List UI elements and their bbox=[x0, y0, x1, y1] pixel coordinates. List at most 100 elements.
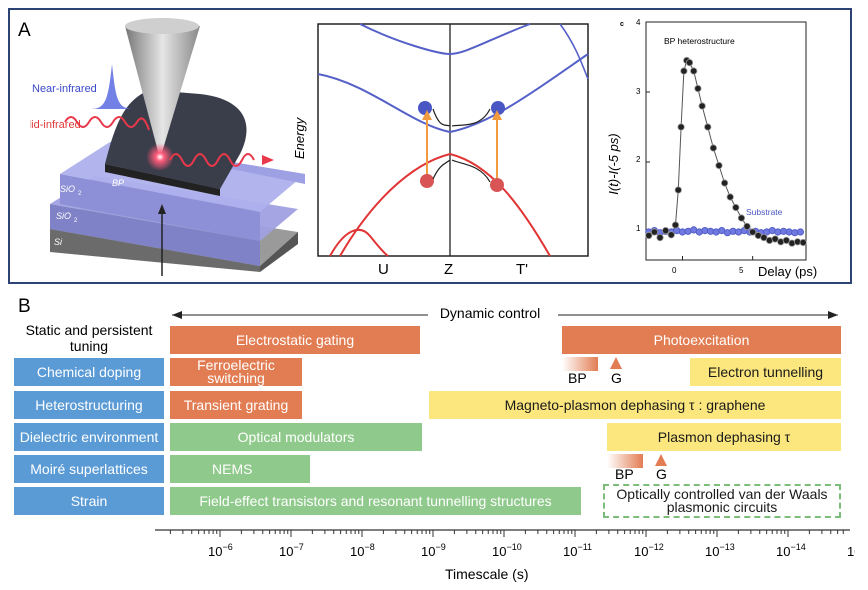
bp-g-markers bbox=[562, 357, 622, 371]
bp-point bbox=[704, 123, 712, 131]
near-ir-label: Near-infrared bbox=[32, 83, 97, 95]
trace-xtick-0: 0 bbox=[672, 266, 677, 275]
band-diagram: Energy U Z T' bbox=[292, 23, 589, 276]
panel-b-label: B bbox=[18, 296, 31, 317]
bp-point bbox=[645, 231, 653, 240]
timescale-tick-label: 10−12 bbox=[634, 542, 664, 559]
timescale-tick-label: 10−6 bbox=[208, 542, 233, 559]
row-heterostructuring: Heterostructuring bbox=[14, 391, 164, 419]
bp-point bbox=[690, 67, 698, 75]
sio2-top-label: SiO bbox=[60, 184, 75, 194]
bp-point bbox=[674, 186, 682, 194]
hole-right-icon bbox=[490, 178, 504, 192]
trace-xtick-5: 5 bbox=[739, 266, 744, 275]
bp-point bbox=[771, 235, 779, 243]
electron-left-icon bbox=[418, 101, 432, 115]
bar-electron-tunnelling: Electron tunnelling bbox=[690, 358, 841, 386]
bp-point bbox=[698, 102, 706, 110]
bar-plasmon-dephasing: Plasmon dephasing τ bbox=[607, 423, 841, 451]
marker-g-bottom: G bbox=[656, 466, 667, 482]
bp-point bbox=[694, 84, 702, 93]
bp-point bbox=[656, 234, 664, 242]
mid-ir-label: Mid-infrared bbox=[30, 119, 81, 131]
trace-ytick-1: 1 bbox=[636, 224, 641, 233]
bp-point bbox=[709, 144, 717, 152]
row-dielectric-environment: Dielectric environment bbox=[14, 423, 164, 451]
bp-point bbox=[782, 236, 790, 244]
trace-xlabel: Delay (ps) bbox=[758, 264, 817, 279]
device-illustration: Near-infrared Mid-infrared BP SiO 2 SiO … bbox=[30, 18, 305, 276]
bp-point bbox=[685, 58, 694, 67]
bp-point bbox=[749, 228, 757, 236]
sio2-bottom-label: SiO bbox=[56, 211, 71, 221]
marker-bp-top: BP bbox=[568, 370, 587, 386]
timescale-tick-label: 10−7 bbox=[279, 542, 304, 559]
row-moire-superlattices: Moiré superlattices bbox=[14, 455, 164, 483]
bp-g-markers-lower bbox=[607, 454, 667, 468]
trace-ytick-2: 2 bbox=[636, 155, 641, 164]
bp-point bbox=[680, 67, 688, 75]
electron-right-icon bbox=[491, 101, 505, 115]
bar-magneto-plasmon: Magneto-plasmon dephasing τ : graphene bbox=[429, 391, 841, 419]
panel-a-frame bbox=[8, 8, 852, 284]
dynamic-control-arrow bbox=[172, 305, 838, 323]
trace-ytick-3: 3 bbox=[636, 87, 641, 96]
bp-point bbox=[715, 161, 723, 170]
timescale-tick-label: 10−14 bbox=[776, 542, 806, 559]
timescale-axis: 10−6 10−7 10−8 10−9 10−10 10−11 10−12 10−13 10−1… bbox=[155, 529, 855, 559]
panel-a-label: A bbox=[18, 20, 31, 41]
bp-point bbox=[737, 214, 746, 222]
band-ylabel: Energy bbox=[292, 116, 307, 159]
static-tuning-header: Static and persistent tuning bbox=[25, 322, 153, 354]
mid-ir-wave-icon bbox=[64, 116, 150, 131]
substrate-point bbox=[796, 228, 804, 236]
bar-optical-circuits: Optically controlled van der Waals plasm… bbox=[603, 484, 841, 518]
trace-ytick-4: 4 bbox=[636, 18, 641, 27]
trace-series-bp-label: BP heterostructure bbox=[664, 36, 735, 46]
hole-left-icon bbox=[420, 174, 434, 188]
trace-panel-tag: c bbox=[620, 21, 624, 28]
k-label-u: U bbox=[378, 261, 389, 276]
bar-nems: NEMS bbox=[170, 455, 310, 483]
bp-point bbox=[667, 231, 675, 239]
timescale-tick-label: 10−15 bbox=[847, 542, 855, 559]
bp-point bbox=[743, 222, 751, 230]
bp-point bbox=[760, 234, 768, 242]
timescale-tick-label: 10−11 bbox=[563, 542, 592, 559]
bp-point bbox=[799, 238, 807, 247]
marker-g-top: G bbox=[611, 370, 622, 386]
k-label-z: Z bbox=[444, 261, 453, 276]
timescale-tick-label: 10−8 bbox=[350, 542, 375, 559]
marker-bp-bottom: BP bbox=[615, 466, 634, 482]
sio2-bottom-sub: 2 bbox=[74, 218, 78, 224]
bp-point bbox=[650, 228, 659, 236]
trace-ylabel: I(t)-I(-5 ps) bbox=[606, 133, 621, 194]
bp-point bbox=[732, 203, 740, 212]
bar-electrostatic-gating: Electrostatic gating bbox=[170, 326, 420, 354]
sio2-top-sub: 2 bbox=[78, 191, 82, 197]
bp-point bbox=[677, 123, 685, 131]
bar-fet: Field-effect transistors and resonant tu… bbox=[170, 487, 581, 515]
row-chemical-doping: Chemical doping bbox=[14, 358, 164, 386]
bar-transient-grating: Transient grating bbox=[170, 391, 302, 419]
bar-photoexcitation: Photoexcitation bbox=[562, 326, 841, 354]
k-label-t: T' bbox=[516, 261, 528, 276]
bar-optical-modulators: Optical modulators bbox=[170, 423, 422, 451]
bar-ferroelectric-switching: Ferroelectric switching bbox=[170, 358, 302, 386]
timescale-tick-label: 10−13 bbox=[705, 542, 735, 559]
si-layer-label: Si bbox=[54, 237, 63, 247]
near-ir-pulse-icon bbox=[90, 64, 135, 109]
bp-point bbox=[720, 179, 729, 187]
timescale-tick-label: 10−9 bbox=[421, 542, 446, 559]
bp-point bbox=[662, 227, 670, 235]
trace-frame bbox=[645, 21, 807, 261]
timescale-label: Timescale (s) bbox=[445, 566, 529, 582]
bp-layer-label: BP bbox=[112, 178, 124, 188]
bp-point bbox=[671, 221, 680, 229]
bp-point bbox=[726, 193, 734, 201]
tip-cone-icon bbox=[125, 26, 200, 159]
timescale-tick-label: 10−10 bbox=[492, 542, 522, 559]
trace-series-substrate-label: Substrate bbox=[746, 207, 783, 217]
pump-probe-chart: c BP heterostructure Substrate I(t)-I(-5… bbox=[606, 18, 817, 279]
dynamic-control-label: Dynamic control bbox=[439, 305, 541, 321]
